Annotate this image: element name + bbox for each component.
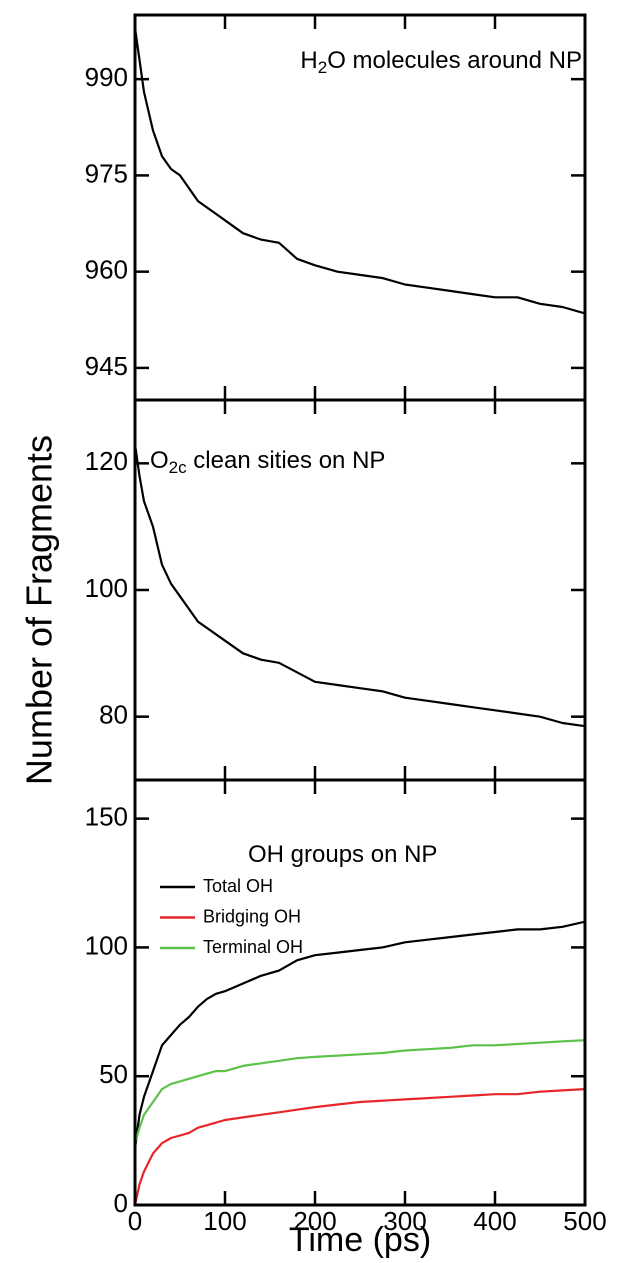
panel-title: O2c clean sities on NP (150, 447, 385, 477)
title-part: 2 (318, 58, 327, 77)
data-line (133, 1039, 586, 1144)
y-tick-label: 100 (85, 930, 128, 960)
title-part: clean sities on NP (187, 447, 386, 474)
y-tick-label: 150 (85, 802, 128, 832)
legend-label: Bridging OH (203, 906, 301, 926)
y-tick-label: 975 (85, 158, 128, 188)
panel-title: OH groups on NP (248, 841, 437, 868)
plot-frame (133, 778, 587, 1207)
x-axis-label: Time (ps) (289, 1221, 431, 1259)
title-part: 2c (169, 458, 187, 477)
x-tick-label: 400 (473, 1206, 516, 1236)
title-part: OH groups on NP (248, 841, 437, 868)
y-tick-label: 120 (85, 446, 128, 476)
x-tick-label: 200 (293, 1206, 336, 1236)
legend-label: Total OH (203, 876, 273, 896)
y-tick-label: 945 (85, 351, 128, 381)
x-tick-label: 0 (128, 1206, 142, 1236)
legend-label: Terminal OH (203, 937, 303, 957)
y-tick-label: 50 (99, 1059, 128, 1089)
data-line (133, 27, 586, 315)
panel-title: H2O molecules around NP (300, 47, 582, 77)
data-line (133, 920, 586, 1149)
y-tick-label: 0 (114, 1188, 128, 1218)
y-tick-label: 80 (99, 700, 128, 730)
data-line (133, 1088, 586, 1206)
x-tick-label: 100 (203, 1206, 246, 1236)
y-tick-label: 990 (85, 62, 128, 92)
y-tick-label: 960 (85, 255, 128, 285)
data-line (133, 444, 586, 728)
x-tick-label: 300 (383, 1206, 426, 1236)
title-part: O (150, 447, 169, 474)
x-tick-label: 500 (563, 1206, 606, 1236)
title-part: O molecules around NP (327, 47, 582, 74)
title-part: H (300, 47, 317, 74)
y-axis-label: Number of Fragments (19, 435, 60, 785)
y-tick-label: 100 (85, 573, 128, 603)
